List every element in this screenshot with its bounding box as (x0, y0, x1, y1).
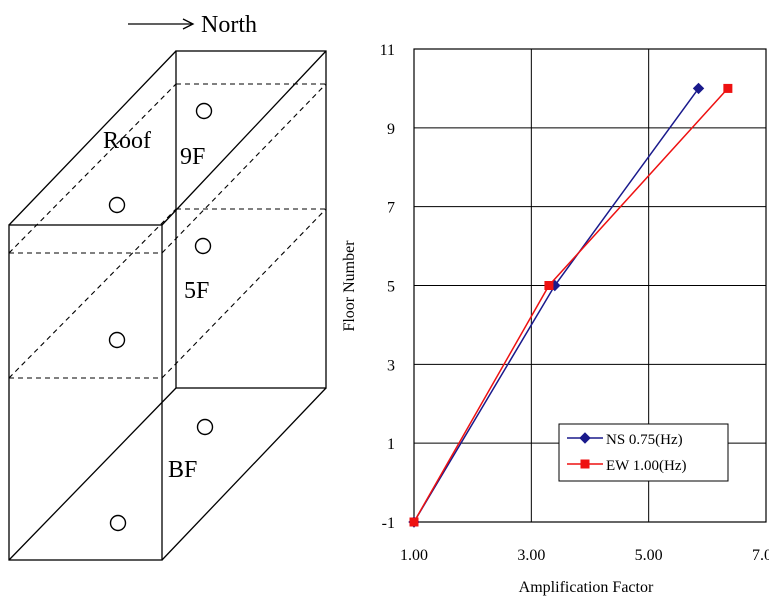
x-tick-label: 3.00 (517, 547, 545, 564)
gridlines (414, 49, 766, 522)
building-diagram (8, 18, 327, 561)
x-axis-title: Amplification Factor (519, 579, 654, 596)
sensor-markers (108, 102, 214, 532)
y-axis-title: Floor Number (341, 240, 358, 332)
building-outline (8, 50, 327, 561)
series-layer (408, 82, 733, 528)
x-tick-label: 5.00 (635, 547, 663, 564)
y-tick-label: 9 (387, 121, 395, 138)
sensor-marker (108, 196, 126, 214)
sensor-marker (195, 102, 213, 120)
y-tick-label: 5 (387, 279, 395, 296)
y-tick-label: 1 (387, 436, 395, 453)
sensor-marker (108, 331, 126, 349)
x-tick-label: 7.00 (752, 547, 769, 564)
data-point (723, 83, 733, 93)
legend-label-ew: EW 1.00(Hz) (606, 458, 687, 474)
sensor-marker (194, 237, 212, 255)
y-tick-label: 7 (387, 200, 395, 217)
legend: NS 0.75(Hz) EW 1.00(Hz) (558, 423, 729, 482)
sensor-marker (196, 418, 214, 436)
floor-5f-label: 5F (184, 278, 209, 304)
x-tick-label: 1.00 (400, 547, 428, 564)
legend-swatch-marker (579, 432, 591, 444)
x-tick-labels: 1.00 3.00 5.00 7.00 (400, 547, 769, 564)
y-tick-label: 3 (387, 357, 395, 374)
y-tick-labels: -1 1 3 5 7 9 11 (380, 42, 395, 532)
legend-box (558, 423, 729, 482)
north-label: North (201, 12, 257, 38)
north-arrow (128, 18, 195, 30)
data-point (692, 82, 705, 95)
y-tick-label: -1 (382, 515, 395, 532)
roof-label: Roof (103, 128, 151, 154)
sensor-marker (109, 514, 127, 532)
series-ew (409, 83, 733, 527)
data-point (544, 281, 554, 290)
data-point (409, 517, 419, 527)
y-tick-label: 11 (380, 42, 395, 59)
legend-label-ns: NS 0.75(Hz) (606, 432, 683, 448)
amplification-chart: 1.00 3.00 5.00 7.00 -1 1 3 5 7 9 11 Amplification… (341, 42, 769, 596)
floor-9f-label: 9F (180, 144, 205, 170)
floor-bf-label: BF (168, 457, 197, 483)
legend-swatch-marker (580, 459, 590, 469)
floor-planes (8, 83, 327, 379)
